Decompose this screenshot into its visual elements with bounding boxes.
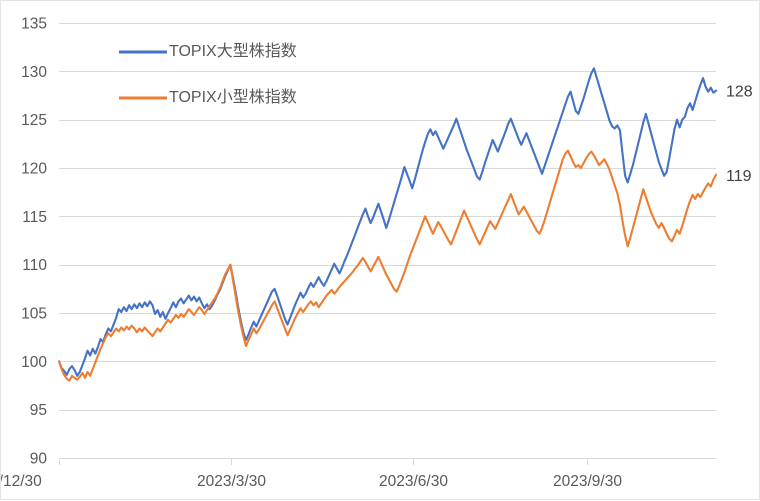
series-group <box>57 67 718 382</box>
y-tick-label-115: 115 <box>22 209 47 226</box>
x-tick-label-3: 2023/9/30 <box>553 473 622 490</box>
x-tick-label-0: 2022/12/30 <box>1 473 42 490</box>
end-label-large: 128 <box>726 84 753 101</box>
legend: TOPIX大型株指数 TOPIX小型株指数 <box>119 42 297 106</box>
x-axis-tickmarks <box>59 458 588 465</box>
series-line-large <box>57 67 718 377</box>
x-axis-tick-labels: 2022/12/30 2023/3/30 2023/6/30 2023/9/30 <box>1 473 622 490</box>
gridlines-group <box>59 23 716 459</box>
y-tick-label-95: 95 <box>30 402 47 419</box>
x-tick-label-2: 2023/6/30 <box>379 473 448 490</box>
y-tick-label-130: 130 <box>21 64 47 81</box>
series-line-small <box>57 149 718 382</box>
legend-label-0: TOPIX大型株指数 <box>169 42 297 60</box>
y-tick-label-125: 125 <box>21 112 47 129</box>
end-value-labels: 128 119 <box>726 84 753 185</box>
y-axis-tick-labels: 135 130 125 120 115 110 105 100 95 90 <box>21 16 47 468</box>
x-tick-label-1: 2023/3/30 <box>197 473 266 490</box>
y-tick-label-105: 105 <box>21 306 47 323</box>
legend-label-1: TOPIX小型株指数 <box>169 88 297 106</box>
y-tick-label-110: 110 <box>22 257 47 274</box>
y-tick-label-135: 135 <box>21 16 47 33</box>
y-tick-label-90: 90 <box>30 451 48 468</box>
y-tick-label-100: 100 <box>21 354 47 371</box>
y-tick-label-120: 120 <box>21 161 47 178</box>
end-label-small: 119 <box>726 168 752 185</box>
